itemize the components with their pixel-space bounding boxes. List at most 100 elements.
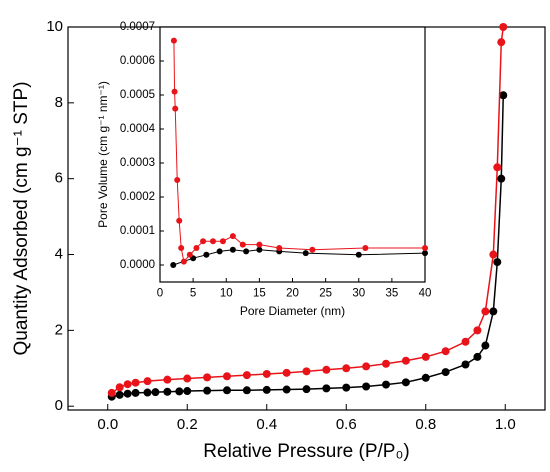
- data-point: [401, 378, 410, 387]
- data-point: [499, 91, 508, 100]
- y-tick-label: 8: [55, 94, 63, 111]
- data-point: [170, 262, 177, 268]
- plot-area: [159, 26, 426, 283]
- data-point: [322, 365, 331, 374]
- data-point: [186, 251, 193, 258]
- y-tick-label: 0.0004: [120, 123, 156, 135]
- x-axis-label: Pore Diameter (nm): [240, 304, 345, 318]
- data-point: [223, 372, 231, 381]
- data-point: [422, 250, 428, 257]
- data-point: [489, 307, 498, 316]
- x-tick-label: 0.0: [97, 416, 118, 433]
- x-tick-label: 10: [220, 288, 233, 300]
- data-point: [143, 388, 152, 397]
- data-point: [382, 380, 390, 389]
- x-tick-label: 25: [319, 288, 332, 300]
- data-point: [256, 246, 263, 253]
- data-point: [461, 360, 470, 369]
- data-point: [497, 38, 506, 47]
- x-tick-label: 35: [385, 288, 398, 300]
- data-point: [499, 23, 508, 31]
- data-point: [115, 383, 124, 392]
- data-point: [362, 382, 371, 391]
- data-point: [282, 368, 291, 377]
- y-tick-label: 4: [55, 245, 63, 262]
- data-point: [131, 378, 140, 387]
- data-point: [123, 380, 132, 389]
- y-tick-label: 10: [46, 18, 63, 35]
- data-point: [473, 326, 482, 335]
- data-point: [421, 373, 430, 382]
- data-point: [481, 307, 490, 316]
- y-axis-label: Pore Volume (cm g⁻¹ nm⁻¹): [96, 81, 110, 228]
- y-tick-label: 0.0001: [120, 225, 155, 237]
- data-point: [176, 217, 183, 224]
- y-tick-label: 0.0007: [120, 21, 155, 33]
- x-tick-label: 15: [253, 288, 266, 300]
- data-point: [239, 241, 246, 248]
- data-point: [183, 374, 192, 383]
- data-point: [174, 177, 181, 183]
- x-tick-label: 1.0: [495, 416, 516, 433]
- data-point: [170, 37, 177, 44]
- data-point: [262, 385, 271, 394]
- data-point: [216, 248, 223, 255]
- x-tick-label: 30: [352, 288, 365, 300]
- data-point: [302, 367, 311, 376]
- x-tick-label: 5: [190, 288, 196, 300]
- y-tick-label: 2: [55, 321, 63, 338]
- data-point: [210, 238, 216, 245]
- data-point: [256, 241, 263, 248]
- data-point: [219, 238, 226, 245]
- data-point: [163, 375, 172, 384]
- data-point: [107, 388, 116, 397]
- x-tick-label: 20: [286, 288, 299, 300]
- x-axis-label: Relative Pressure (P/P₀): [203, 441, 409, 462]
- data-point: [115, 390, 124, 399]
- x-tick-label: 0.2: [177, 416, 198, 433]
- data-point: [302, 250, 309, 257]
- x-tick-label: 0.4: [256, 416, 277, 433]
- data-point: [203, 386, 212, 395]
- data-point: [473, 352, 482, 361]
- y-tick-label: 0.0000: [120, 259, 155, 271]
- data-point: [282, 385, 291, 394]
- data-point: [276, 245, 283, 251]
- x-tick-label: 0.8: [415, 416, 436, 433]
- data-point: [243, 248, 250, 255]
- data-point: [242, 371, 251, 380]
- y-tick-label: 0: [55, 397, 63, 414]
- data-point: [481, 341, 490, 350]
- data-point: [203, 251, 210, 258]
- data-point: [171, 88, 178, 95]
- x-tick-label: 40: [419, 288, 432, 300]
- data-point: [342, 364, 351, 373]
- data-point: [242, 386, 251, 395]
- data-point: [229, 246, 236, 253]
- data-point: [342, 383, 351, 392]
- data-point: [203, 373, 212, 382]
- data-point: [151, 388, 160, 397]
- data-point: [461, 337, 470, 346]
- data-point: [302, 385, 311, 394]
- data-point: [362, 362, 371, 371]
- data-point: [362, 245, 369, 251]
- data-point: [193, 245, 200, 251]
- y-tick-label: 0.0006: [120, 55, 155, 67]
- data-point: [163, 387, 172, 396]
- data-point: [131, 388, 140, 397]
- data-point: [401, 356, 410, 365]
- y-tick-label: 6: [55, 170, 63, 187]
- data-point: [229, 233, 236, 240]
- data-point: [143, 377, 152, 386]
- data-point: [493, 163, 502, 172]
- data-point: [489, 250, 498, 259]
- data-point: [172, 105, 179, 112]
- data-point: [382, 359, 390, 368]
- data-point: [355, 251, 362, 258]
- data-point: [422, 245, 428, 251]
- data-point: [309, 246, 316, 253]
- data-point: [123, 389, 132, 398]
- data-point: [200, 238, 207, 245]
